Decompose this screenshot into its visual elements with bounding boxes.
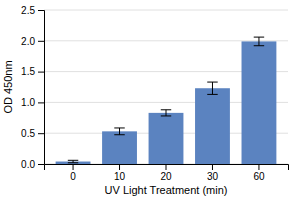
grid-line [44, 10, 288, 11]
grid-line [44, 40, 288, 41]
tick-mark [119, 164, 120, 170]
bar [195, 88, 230, 164]
error-cap [254, 37, 264, 38]
tick: 1.5 [21, 66, 44, 77]
error-cap [161, 115, 171, 116]
error-line [212, 82, 213, 94]
tick-label: 0 [70, 171, 76, 182]
chart: 0.0 0.5 1.0 1.5 2.0 2.5 0 10 20 30 60 UV Light Trea… [0, 0, 300, 200]
tick-mark [38, 164, 44, 165]
error-cap [161, 109, 171, 110]
tick-label: 0.0 [21, 159, 35, 170]
grid [44, 10, 288, 164]
tick: 2.5 [21, 5, 44, 16]
tick-mark [73, 164, 74, 170]
bar [242, 41, 277, 164]
error-line [166, 110, 167, 116]
tick-label: 60 [253, 171, 265, 182]
tick-mark [38, 133, 44, 134]
x-axis: 0 10 20 30 60 [45, 164, 289, 182]
error-line [119, 128, 120, 135]
error-bar [68, 160, 78, 162]
tick-mark [258, 164, 259, 170]
tick: 60 [253, 164, 265, 182]
tick: 10 [114, 164, 126, 182]
error-cap [68, 160, 78, 161]
tick-label: 10 [114, 171, 126, 182]
error-cap [114, 134, 124, 135]
marks [56, 37, 277, 164]
tick-mark [212, 164, 213, 170]
error-cap [207, 82, 217, 83]
bar [102, 131, 137, 164]
error-bar [207, 82, 217, 94]
tick-label: 20 [160, 171, 172, 182]
y-axis: 0.0 0.5 1.0 1.5 2.0 2.5 [21, 5, 44, 170]
tick-mark [38, 72, 44, 73]
error-bar [254, 37, 264, 46]
error-cap [68, 162, 78, 163]
tick-mark [38, 102, 44, 103]
tick: 20 [160, 164, 172, 182]
bar [149, 113, 184, 164]
plot: 0.0 0.5 1.0 1.5 2.0 2.5 0 10 20 30 60 [21, 5, 288, 182]
error-cap [254, 45, 264, 46]
y-axis-title: OD 450nm [2, 60, 14, 113]
tick-mark [166, 164, 167, 170]
tick-label: 2.5 [21, 5, 35, 16]
tick-mark [38, 10, 44, 11]
tick-label: 2.0 [21, 36, 35, 47]
tick: 30 [207, 164, 219, 182]
x-axis-title: UV Light Treatment (min) [105, 184, 228, 196]
tick-label: 1.5 [21, 66, 35, 77]
tick-mark [38, 41, 44, 42]
error-bar [161, 110, 171, 116]
tick-label: 30 [207, 171, 219, 182]
tick: 1.0 [21, 97, 44, 108]
tick: 0.0 [21, 159, 44, 170]
tick-label: 1.0 [21, 97, 35, 108]
error-line [258, 37, 259, 46]
axis-line [38, 11, 45, 165]
tick: 0 [70, 164, 76, 182]
error-cap [207, 94, 217, 95]
error-cap [114, 127, 124, 128]
tick-label: 0.5 [21, 128, 35, 139]
tick: 0.5 [21, 128, 44, 139]
axis-line [45, 165, 289, 171]
error-bar [114, 128, 124, 135]
tick: 2.0 [21, 36, 44, 47]
